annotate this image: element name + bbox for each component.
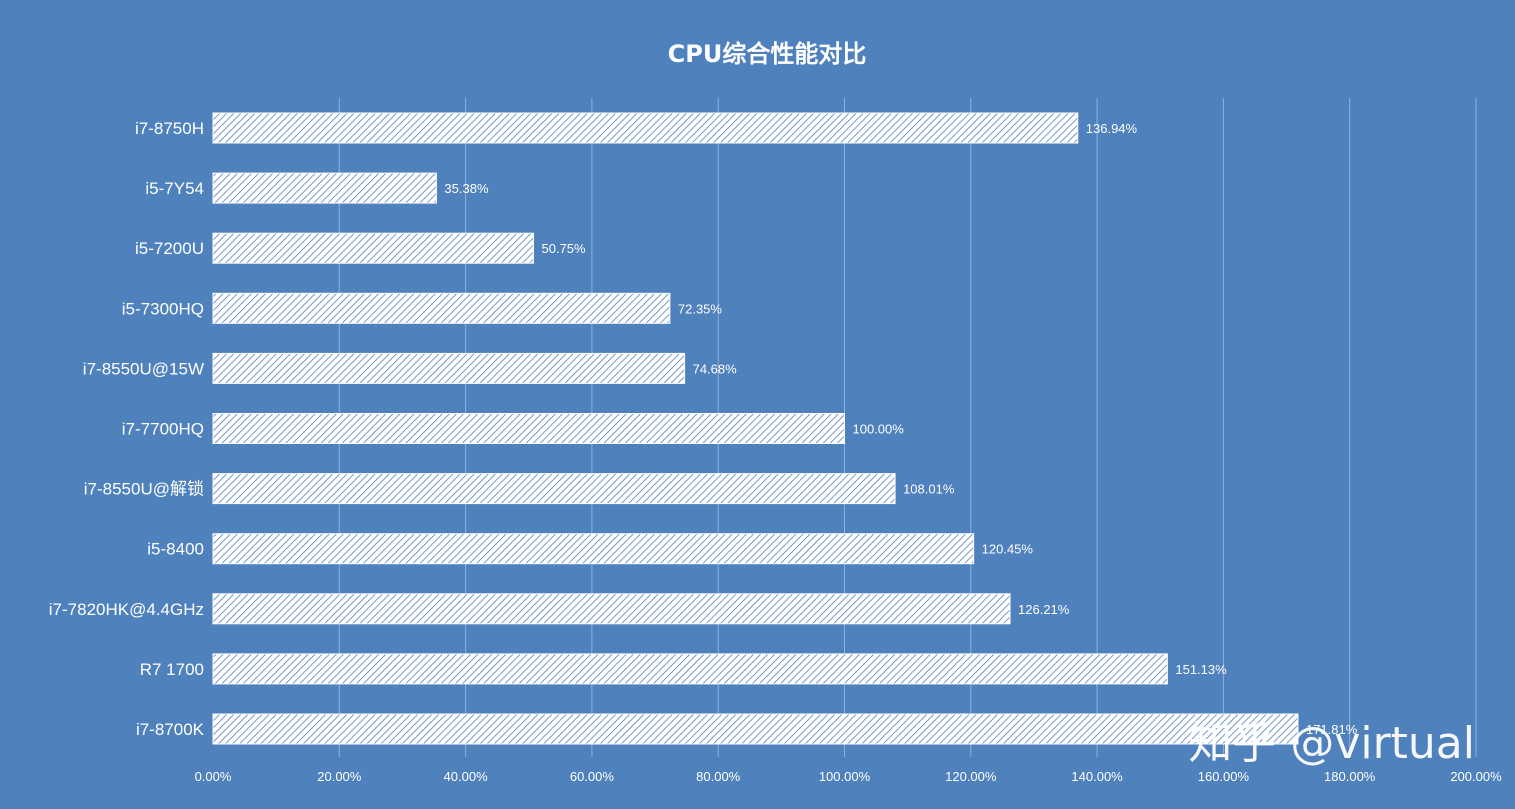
category-label: i5-8400 xyxy=(147,540,204,559)
category-label: i7-8700K xyxy=(136,720,205,739)
bar xyxy=(212,473,896,505)
bar xyxy=(212,653,1168,685)
data-label: 74.68% xyxy=(693,361,738,376)
data-label: 151.13% xyxy=(1175,662,1227,677)
category-label: i7-8550U@15W xyxy=(83,359,204,378)
x-tick-label: 100.00% xyxy=(819,769,871,784)
x-tick-label: 40.00% xyxy=(444,769,489,784)
data-label: 126.21% xyxy=(1018,602,1070,617)
x-tick-label: 0.00% xyxy=(195,769,232,784)
category-label: i5-7200U xyxy=(135,239,204,258)
category-label: i7-7700HQ xyxy=(122,420,204,439)
bar xyxy=(212,352,686,384)
category-labels: i7-8750H i5-7Y54 i5-7200U i5-7300HQ i7-8550U… xyxy=(49,119,205,739)
bar xyxy=(212,172,437,204)
bar xyxy=(212,413,845,444)
bar xyxy=(212,593,1011,625)
bar xyxy=(212,533,975,565)
category-label: i7-7820HK@4.4GHz xyxy=(49,600,204,619)
bar xyxy=(212,713,1299,745)
bars xyxy=(212,112,1299,745)
data-label: 171.81% xyxy=(1306,722,1358,737)
data-label: 136.94% xyxy=(1086,121,1138,136)
x-tick-label: 20.00% xyxy=(317,769,362,784)
x-tick-label: 200.00% xyxy=(1450,769,1502,784)
x-tick-label: 80.00% xyxy=(696,769,741,784)
category-label: R7 1700 xyxy=(140,660,204,679)
data-label: 72.35% xyxy=(678,301,723,316)
x-tick-label: 140.00% xyxy=(1071,769,1123,784)
x-tick-label: 180.00% xyxy=(1324,769,1376,784)
category-label: i7-8550U@解锁 xyxy=(84,480,204,499)
bar xyxy=(212,292,671,324)
data-label: 120.45% xyxy=(982,542,1034,557)
bar xyxy=(212,112,1079,144)
x-tick-label: 160.00% xyxy=(1198,769,1250,784)
data-label: 108.01% xyxy=(903,482,955,497)
watermark-text: 知乎 @virtual xyxy=(1188,718,1475,769)
bar xyxy=(212,232,534,264)
chart-title: CPU综合性能对比 xyxy=(668,40,867,68)
value-labels: 136.94% 35.38% 50.75% 72.35% 74.68% 100.00% 10… xyxy=(444,121,1357,737)
category-label: i5-7Y54 xyxy=(145,179,204,198)
data-label: 100.00% xyxy=(853,422,905,437)
data-label: 50.75% xyxy=(541,241,586,256)
x-tick-label: 60.00% xyxy=(570,769,615,784)
category-label: i7-8750H xyxy=(135,119,204,138)
x-tick-label: 120.00% xyxy=(945,769,997,784)
category-label: i5-7300HQ xyxy=(122,299,204,318)
x-axis-ticks: 0.00% 20.00% 40.00% 60.00% 80.00% 100.00% 120.… xyxy=(195,769,1503,784)
data-label: 35.38% xyxy=(444,181,489,196)
